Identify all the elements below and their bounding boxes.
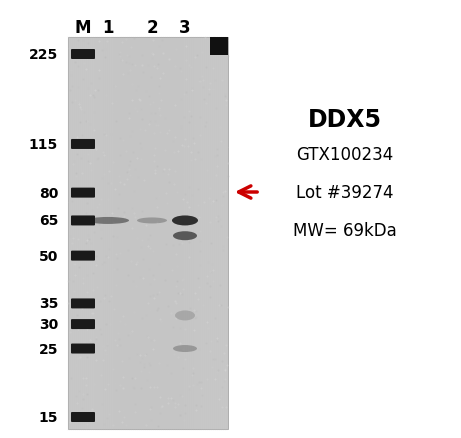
Ellipse shape xyxy=(137,218,167,224)
Ellipse shape xyxy=(87,217,129,224)
FancyBboxPatch shape xyxy=(71,344,95,354)
Text: 50: 50 xyxy=(39,249,58,263)
Ellipse shape xyxy=(172,216,198,226)
Text: Lot #39274: Lot #39274 xyxy=(296,184,394,201)
Bar xyxy=(210,38,228,56)
Text: MW= 69kDa: MW= 69kDa xyxy=(293,222,397,240)
FancyBboxPatch shape xyxy=(71,140,95,150)
Bar xyxy=(68,38,228,429)
Ellipse shape xyxy=(173,345,197,352)
Text: 35: 35 xyxy=(39,297,58,311)
Text: M: M xyxy=(75,19,91,37)
FancyBboxPatch shape xyxy=(71,50,95,60)
FancyBboxPatch shape xyxy=(71,319,95,329)
FancyBboxPatch shape xyxy=(71,188,95,198)
FancyBboxPatch shape xyxy=(71,412,95,422)
FancyBboxPatch shape xyxy=(71,299,95,309)
Text: 30: 30 xyxy=(39,318,58,331)
Text: 225: 225 xyxy=(29,48,58,62)
Text: 3: 3 xyxy=(179,19,191,37)
Ellipse shape xyxy=(173,232,197,240)
FancyBboxPatch shape xyxy=(71,216,95,226)
Text: 65: 65 xyxy=(39,214,58,228)
Text: 2: 2 xyxy=(146,19,158,37)
Ellipse shape xyxy=(175,311,195,321)
Text: 1: 1 xyxy=(102,19,114,37)
Text: 80: 80 xyxy=(39,186,58,200)
Text: 115: 115 xyxy=(29,138,58,152)
FancyBboxPatch shape xyxy=(71,251,95,261)
Text: 15: 15 xyxy=(39,410,58,424)
Text: 25: 25 xyxy=(39,342,58,356)
Text: DDX5: DDX5 xyxy=(308,108,382,132)
Text: GTX100234: GTX100234 xyxy=(296,146,394,164)
